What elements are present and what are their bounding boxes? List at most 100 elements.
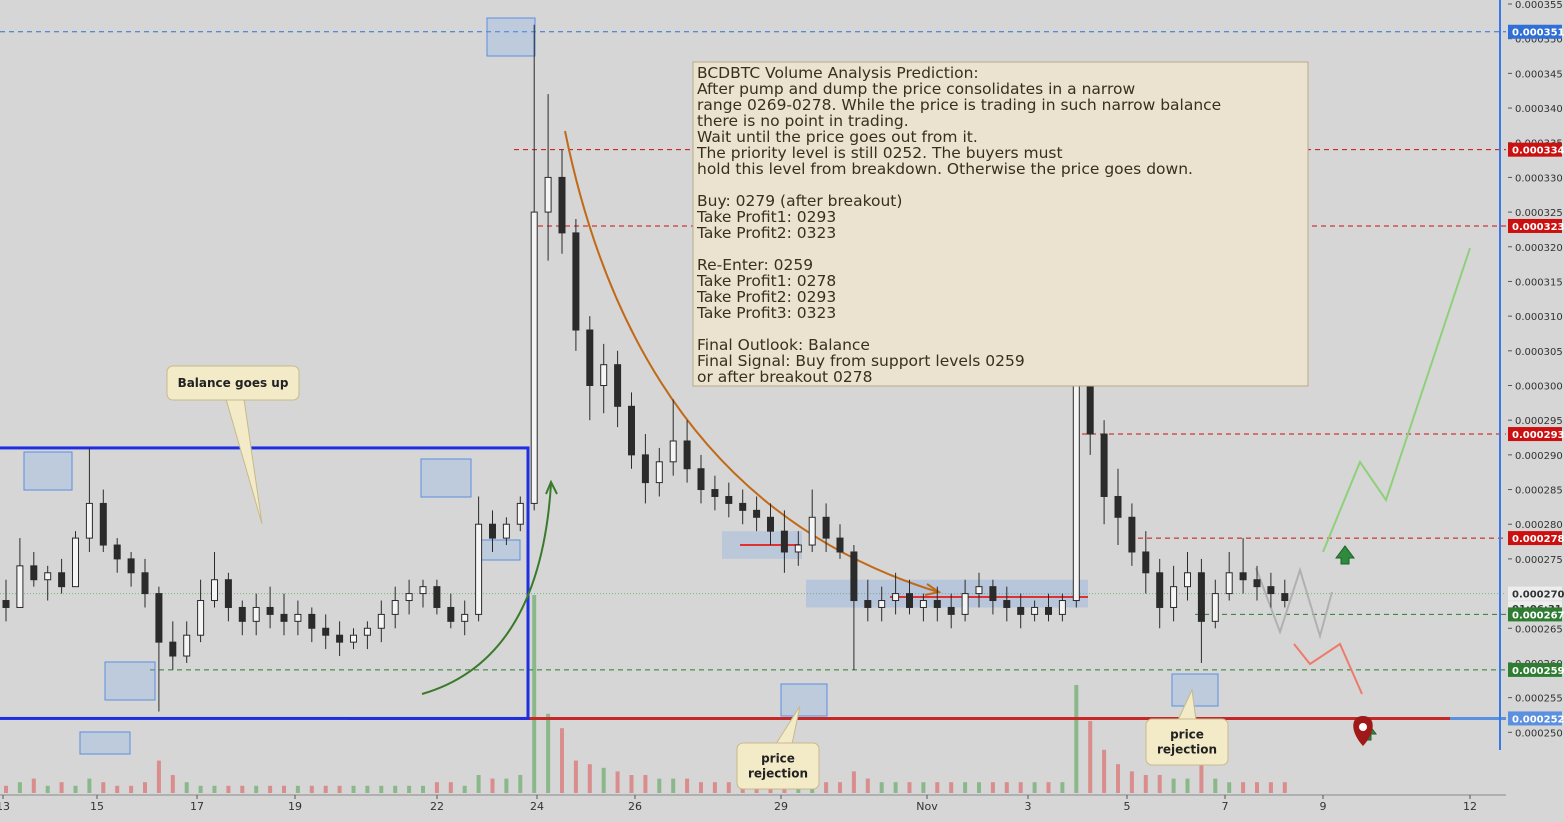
candle — [30, 551, 38, 587]
candle — [99, 489, 107, 552]
price-label[interactable]: 0.000252 — [1508, 711, 1564, 726]
volume-bar — [643, 775, 648, 793]
volume-bar — [921, 782, 926, 793]
candle-body — [1058, 600, 1066, 615]
candle-body — [1281, 593, 1289, 602]
analysis-note-line: Take Profit2: 0293 — [696, 288, 836, 306]
analysis-note-line: The priority level is still 0252. The bu… — [696, 144, 1063, 162]
volume-bar — [226, 785, 231, 793]
analysis-note-line: Take Profit2: 0323 — [696, 224, 836, 242]
volume-bar — [407, 785, 412, 793]
drawing-layer — [0, 17, 1471, 755]
candle — [780, 510, 788, 573]
candle — [1058, 593, 1066, 622]
price-label-bg — [1508, 711, 1562, 726]
x-tick-label: 22 — [430, 800, 444, 813]
candle — [628, 392, 635, 469]
highlight-square — [104, 661, 156, 701]
volume-bar — [865, 778, 870, 793]
volume-bar — [365, 785, 370, 793]
volume-bar — [212, 785, 217, 793]
candle — [252, 593, 260, 636]
candle-body — [919, 600, 927, 608]
volume-bar — [4, 785, 8, 793]
price-label[interactable]: 0.000334 — [1508, 142, 1564, 157]
candle — [308, 607, 316, 643]
y-tick-label: 0.000330 — [1515, 173, 1563, 184]
y-tick-label: 0.000305 — [1515, 347, 1563, 358]
price-label[interactable]: 0.000259 — [1508, 662, 1564, 677]
x-tick-label: 12 — [1463, 800, 1477, 813]
candle-body — [294, 613, 302, 622]
price-label-text: 0.000270 — [1512, 590, 1564, 601]
candle — [989, 579, 997, 615]
price-label[interactable]: 0.000278 — [1508, 531, 1564, 546]
y-tick-label: 0.000310 — [1515, 312, 1563, 323]
volume-bar — [935, 782, 940, 793]
candle-body — [99, 502, 107, 546]
volume-bar — [546, 713, 551, 793]
candle-body — [336, 634, 344, 643]
volume-bar — [143, 782, 147, 793]
candle — [322, 614, 330, 650]
price-label[interactable]: 0.000351 — [1508, 24, 1564, 39]
volume-bar — [1004, 782, 1009, 793]
volume-bar — [726, 782, 731, 793]
candle-body — [558, 176, 566, 234]
candle-body — [113, 544, 121, 560]
x-tick-label: 19 — [288, 800, 302, 813]
candle-body — [211, 579, 218, 602]
y-tick-label: 0.000255 — [1515, 694, 1563, 705]
analysis-note-line: After pump and dump the price consolidat… — [697, 80, 1136, 98]
volume-bar — [1213, 778, 1218, 793]
price-label-bg — [1508, 662, 1562, 677]
callout-price-rejection-text: price — [1170, 727, 1204, 741]
y-tick-label: 0.000320 — [1515, 243, 1563, 254]
candle-body — [655, 461, 663, 484]
candle-body — [669, 440, 677, 463]
price-axis-panel[interactable] — [1508, 0, 1564, 818]
price-label[interactable]: 0.000267 — [1508, 607, 1564, 622]
volume-bar — [851, 771, 856, 793]
candle-body — [1253, 579, 1261, 588]
volume-bar — [282, 785, 286, 793]
candle-body — [933, 600, 941, 608]
price-label[interactable]: 0.000270 — [1508, 586, 1564, 601]
volume-bar — [1088, 721, 1093, 793]
candle-body — [169, 641, 177, 657]
price-label[interactable]: 0.000323 — [1508, 218, 1564, 233]
candle-body — [433, 586, 441, 608]
candle — [725, 482, 733, 518]
candle — [1281, 579, 1289, 608]
volume-bar — [977, 782, 981, 793]
y-tick-label: 0.000280 — [1515, 520, 1563, 531]
volume-bar — [1143, 775, 1148, 793]
candle-body — [1225, 572, 1233, 595]
volume-bar — [45, 785, 50, 793]
candle — [919, 593, 927, 622]
volume-bar — [504, 778, 509, 793]
price-label[interactable]: 0.000293 — [1508, 427, 1564, 442]
candle-body — [155, 593, 163, 643]
volume-bar — [476, 775, 481, 793]
candle — [1114, 468, 1122, 546]
y-tick-label: 0.000250 — [1515, 728, 1563, 739]
candle-body — [252, 606, 260, 622]
volume-bar — [685, 778, 690, 793]
analysis-note-line: Take Profit1: 0278 — [696, 272, 836, 290]
candle-body — [280, 613, 288, 622]
volume-bar — [1074, 685, 1079, 793]
candle — [1017, 593, 1025, 629]
volume-bar — [73, 785, 78, 793]
candle — [419, 579, 427, 608]
y-tick-label: 0.000275 — [1515, 555, 1563, 566]
callout-price-rejection-text: price — [761, 751, 795, 765]
candle — [377, 600, 385, 643]
candle-body — [1031, 606, 1039, 615]
candle — [391, 586, 399, 629]
candle-body — [1072, 385, 1080, 602]
x-tick-label: 17 — [190, 800, 204, 813]
candle — [169, 621, 177, 670]
